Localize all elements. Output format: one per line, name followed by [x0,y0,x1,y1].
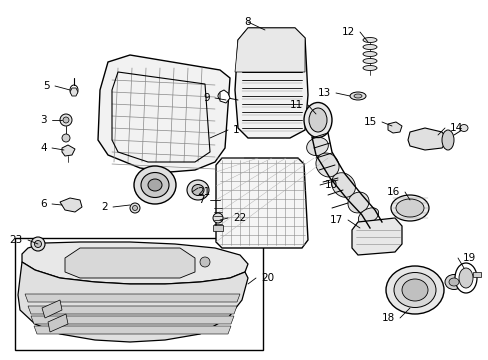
Text: 10: 10 [325,180,337,190]
Text: 8: 8 [244,17,251,27]
Ellipse shape [218,92,225,100]
Text: 13: 13 [317,88,330,98]
Ellipse shape [390,195,428,221]
Polygon shape [351,218,401,255]
Polygon shape [65,248,195,278]
Ellipse shape [353,94,361,98]
Ellipse shape [331,173,355,197]
Ellipse shape [306,138,327,156]
Ellipse shape [362,51,376,57]
Text: 12: 12 [341,27,354,37]
Ellipse shape [70,85,78,95]
Text: 20: 20 [261,273,274,283]
Ellipse shape [63,117,69,123]
Text: 3: 3 [41,115,47,125]
Polygon shape [18,262,247,342]
Text: 17: 17 [329,215,342,225]
Ellipse shape [362,45,376,50]
Ellipse shape [358,208,378,224]
Ellipse shape [304,103,331,138]
Ellipse shape [458,268,472,288]
Ellipse shape [200,257,209,267]
Polygon shape [235,28,305,72]
Text: 18: 18 [381,313,394,323]
Polygon shape [220,90,229,103]
Ellipse shape [192,185,203,195]
Polygon shape [70,88,78,96]
Ellipse shape [347,192,368,213]
Ellipse shape [362,59,376,63]
Ellipse shape [308,108,326,132]
Ellipse shape [385,266,443,314]
Polygon shape [22,242,247,284]
Ellipse shape [401,279,427,301]
Ellipse shape [444,274,462,289]
Text: 16: 16 [386,187,399,197]
Ellipse shape [132,206,137,211]
Ellipse shape [393,273,435,307]
Polygon shape [25,294,240,302]
Text: 7: 7 [198,195,204,205]
Ellipse shape [134,166,176,204]
Bar [472,272,480,277]
Polygon shape [216,158,307,248]
Ellipse shape [441,130,453,150]
Ellipse shape [362,37,376,42]
Text: 11: 11 [289,100,303,110]
Ellipse shape [362,66,376,71]
Ellipse shape [448,278,458,286]
Ellipse shape [148,179,162,191]
Ellipse shape [454,263,476,293]
Text: 2: 2 [101,202,108,212]
Text: 23: 23 [10,235,23,245]
Text: 21: 21 [197,187,210,197]
Polygon shape [235,28,307,138]
Polygon shape [387,122,401,133]
Polygon shape [28,306,237,314]
Bar [213,225,223,231]
Polygon shape [98,55,229,172]
Polygon shape [48,314,68,332]
Ellipse shape [459,125,467,131]
Ellipse shape [35,240,41,248]
Ellipse shape [315,153,338,177]
Ellipse shape [186,180,208,200]
Ellipse shape [31,237,45,251]
Text: 1: 1 [232,125,239,135]
Ellipse shape [62,134,70,142]
Ellipse shape [130,203,140,213]
Ellipse shape [395,199,423,217]
Text: 4: 4 [41,143,47,153]
Polygon shape [42,300,62,318]
Text: 14: 14 [449,123,462,133]
Text: 22: 22 [232,213,246,223]
Ellipse shape [213,213,223,223]
Text: 15: 15 [363,117,376,127]
Polygon shape [34,326,230,334]
Polygon shape [407,128,447,150]
Text: 5: 5 [43,81,50,91]
Text: 19: 19 [462,253,475,263]
Polygon shape [31,316,234,324]
Text: 6: 6 [41,199,47,209]
Ellipse shape [141,172,169,198]
Bar [15,238,263,350]
Polygon shape [62,145,75,156]
Ellipse shape [349,92,365,100]
Ellipse shape [60,114,72,126]
Polygon shape [60,198,82,212]
Text: 9: 9 [203,93,209,103]
